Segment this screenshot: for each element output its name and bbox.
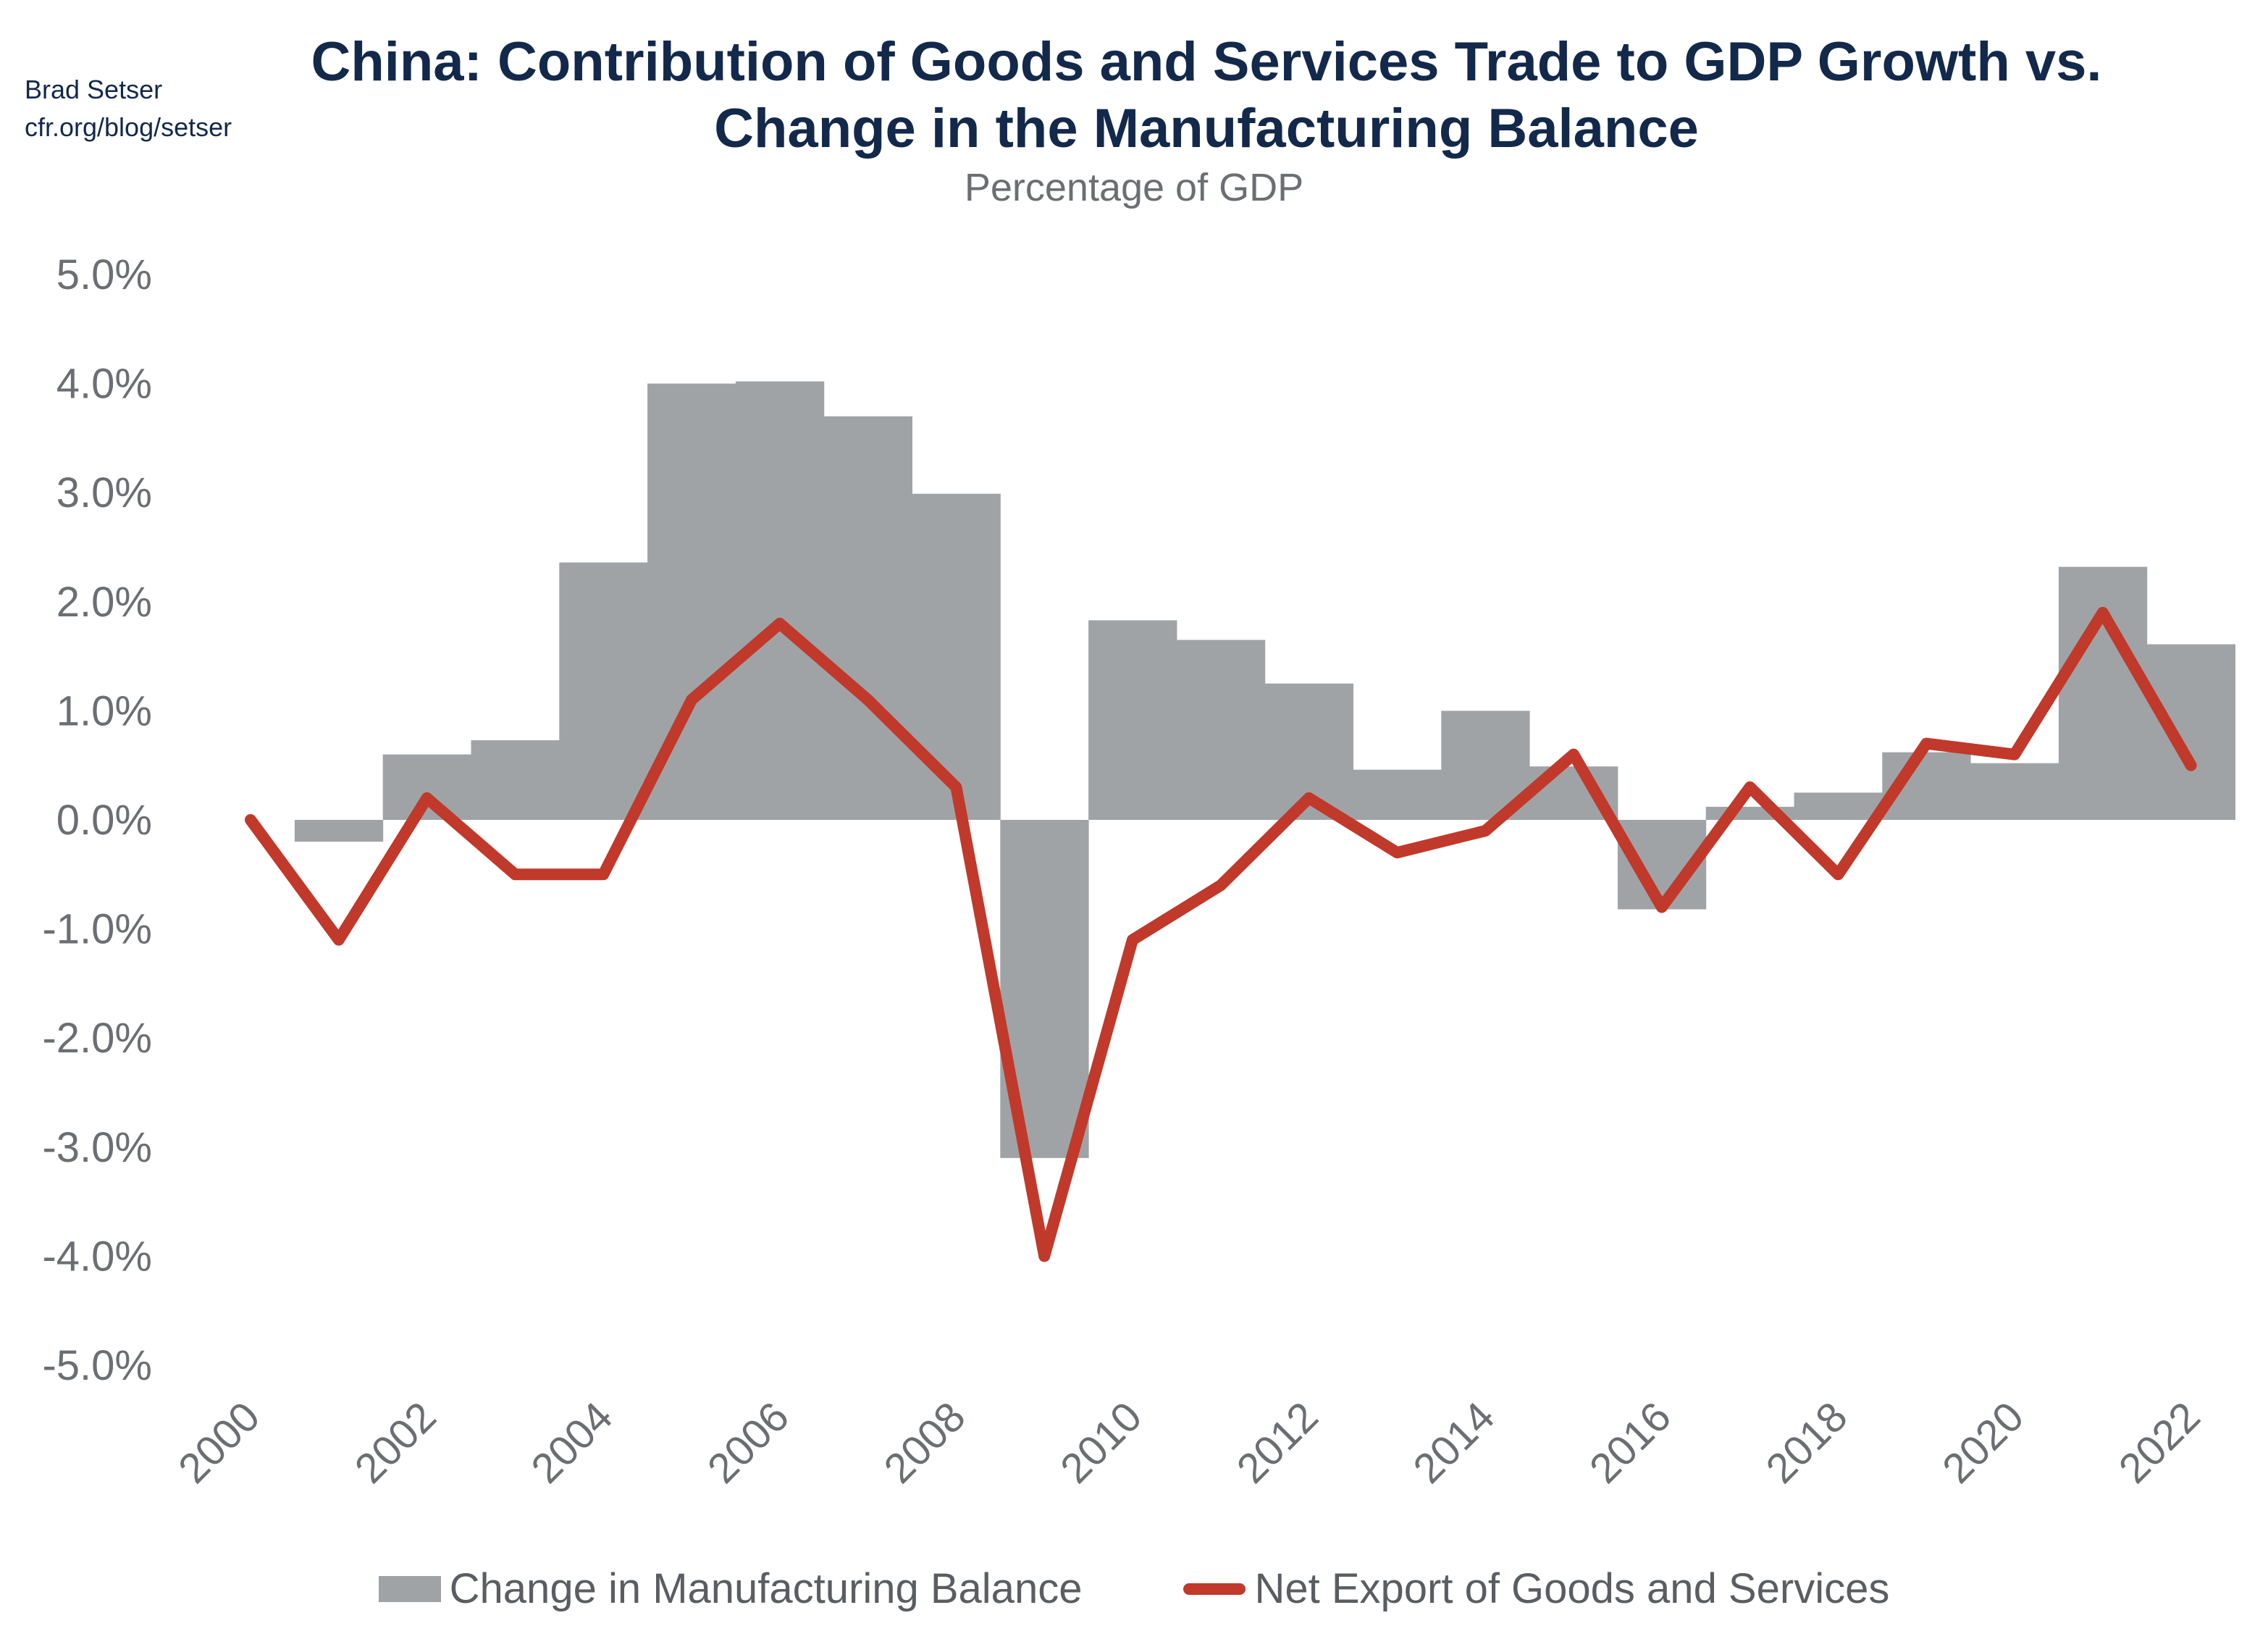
bar-2007 bbox=[823, 416, 912, 820]
legend-label: Change in Manufacturing Balance bbox=[449, 1565, 1083, 1612]
line-point-2011 bbox=[1219, 884, 1222, 887]
x-tick-label: 2008 bbox=[875, 1393, 974, 1492]
line-point-2021 bbox=[2101, 611, 2104, 613]
y-tick-label: 3.0% bbox=[56, 469, 152, 516]
x-tick-label: 2020 bbox=[1933, 1393, 2033, 1492]
y-tick-label: 5.0% bbox=[56, 251, 152, 298]
y-tick-label: -5.0% bbox=[42, 1342, 152, 1389]
chart-title-line-1: China: Contribution of Goods and Service… bbox=[311, 31, 2102, 93]
line-point-2018 bbox=[1837, 873, 1839, 876]
bar-2011 bbox=[1176, 640, 1266, 820]
x-tick-label: 2014 bbox=[1404, 1393, 1503, 1492]
y-tick-label: -2.0% bbox=[42, 1015, 152, 1062]
line-point-2006 bbox=[778, 622, 781, 624]
line-point-2008 bbox=[955, 786, 957, 788]
y-tick-label: -4.0% bbox=[42, 1233, 152, 1280]
y-tick-label: 4.0% bbox=[56, 361, 152, 408]
bar-2002 bbox=[382, 754, 471, 820]
line-point-2010 bbox=[1132, 939, 1133, 941]
legend: Change in Manufacturing Balance Net Expo… bbox=[0, 1564, 2268, 1613]
line-point-2019 bbox=[1925, 742, 1928, 745]
bar-2022 bbox=[2146, 644, 2235, 820]
line-point-2022 bbox=[2190, 764, 2192, 766]
bar-2021 bbox=[2058, 566, 2148, 820]
x-tick-label: 2022 bbox=[2110, 1393, 2209, 1492]
legend-swatch-line bbox=[1183, 1583, 1246, 1595]
credit: Brad Setser cfr.org/blog/setser bbox=[25, 71, 232, 146]
line-point-2020 bbox=[2014, 753, 2015, 755]
credit-site: cfr.org/blog/setser bbox=[25, 112, 232, 142]
legend-item-manufacturing-balance: Change in Manufacturing Balance bbox=[378, 1564, 1083, 1613]
line-point-2012 bbox=[1308, 797, 1310, 799]
line-point-2003 bbox=[514, 873, 516, 876]
line-point-2002 bbox=[426, 797, 428, 799]
y-tick-label: 1.0% bbox=[56, 687, 152, 734]
chart-subtitle: Percentage of GDP bbox=[964, 166, 1304, 209]
legend-swatch-bar bbox=[378, 1575, 441, 1602]
bar-2001 bbox=[294, 820, 384, 842]
bar-2010 bbox=[1088, 620, 1177, 820]
line-point-2016 bbox=[1660, 906, 1663, 908]
x-tick-label: 2006 bbox=[699, 1393, 798, 1492]
x-tick-label: 2002 bbox=[346, 1393, 445, 1492]
bar-2006 bbox=[735, 381, 825, 820]
line-point-2015 bbox=[1573, 753, 1574, 755]
x-tick-label: 2012 bbox=[1228, 1393, 1327, 1492]
line-point-2001 bbox=[337, 939, 340, 941]
line-point-2017 bbox=[1749, 786, 1751, 788]
credit-author: Brad Setser bbox=[25, 75, 163, 104]
x-tick-label: 2004 bbox=[522, 1393, 621, 1492]
legend-label: Net Export of Goods and Services bbox=[1254, 1565, 1890, 1612]
line-point-2007 bbox=[867, 699, 869, 701]
bar-2004 bbox=[559, 562, 648, 820]
legend-item-net-export: Net Export of Goods and Services bbox=[1183, 1564, 1889, 1613]
bar-2020 bbox=[1970, 763, 2059, 820]
x-tick-label: 2000 bbox=[169, 1393, 269, 1492]
y-tick-label: 2.0% bbox=[56, 579, 152, 626]
y-tick-label: -1.0% bbox=[42, 906, 152, 953]
x-tick-label: 2010 bbox=[1051, 1393, 1151, 1492]
line-point-2004 bbox=[602, 873, 605, 876]
line-point-2005 bbox=[691, 699, 692, 701]
bar-2018 bbox=[1794, 792, 1883, 820]
chart-title-line-2: Change in the Manufacturing Balance bbox=[714, 98, 1699, 159]
x-tick-label: 2018 bbox=[1757, 1393, 1856, 1492]
bar-2003 bbox=[471, 740, 560, 820]
y-tick-label: -3.0% bbox=[42, 1124, 152, 1171]
line-point-2014 bbox=[1484, 830, 1487, 832]
line-point-2009 bbox=[1043, 1255, 1046, 1257]
x-tick-label: 2016 bbox=[1581, 1393, 1680, 1492]
bar-2013 bbox=[1353, 769, 1442, 820]
y-tick-label: 0.0% bbox=[56, 797, 152, 844]
chart-title: China: Contribution of Goods and Service… bbox=[0, 29, 2268, 162]
line-point-2000 bbox=[250, 819, 251, 821]
bar-2008 bbox=[912, 493, 1001, 820]
line-point-2013 bbox=[1396, 852, 1398, 854]
